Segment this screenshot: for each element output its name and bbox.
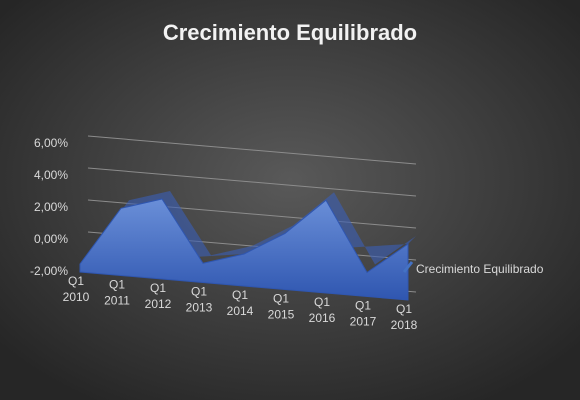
y-tick-label: 6,00% [34,136,68,150]
grid-line [87,167,417,197]
x-tick-label: Q1 2010 [63,274,90,304]
y-tick-label: -2,00% [30,264,68,278]
x-tick-label: Q1 2013 [186,285,213,315]
y-tick-label: 0,00% [34,232,68,246]
chart-title: Crecimiento Equilibrado [163,20,417,45]
x-tick-label: Q1 2015 [268,292,295,322]
legend-label: Crecimiento Equilibrado [416,262,544,276]
x-tick-label: Q1 2018 [391,302,418,332]
x-tick-label: Q1 2016 [309,295,336,325]
x-tick-label: Q1 2011 [104,278,130,308]
x-tick-label: Q1 2012 [145,281,172,311]
x-tick-label: Q1 2014 [227,288,254,318]
y-tick-label: 4,00% [34,168,68,182]
legend-marker [402,261,414,273]
area [79,198,409,301]
y-tick-label: 2,00% [34,200,68,214]
x-tick-label: Q1 2017 [350,299,377,329]
grid-line [87,135,417,165]
